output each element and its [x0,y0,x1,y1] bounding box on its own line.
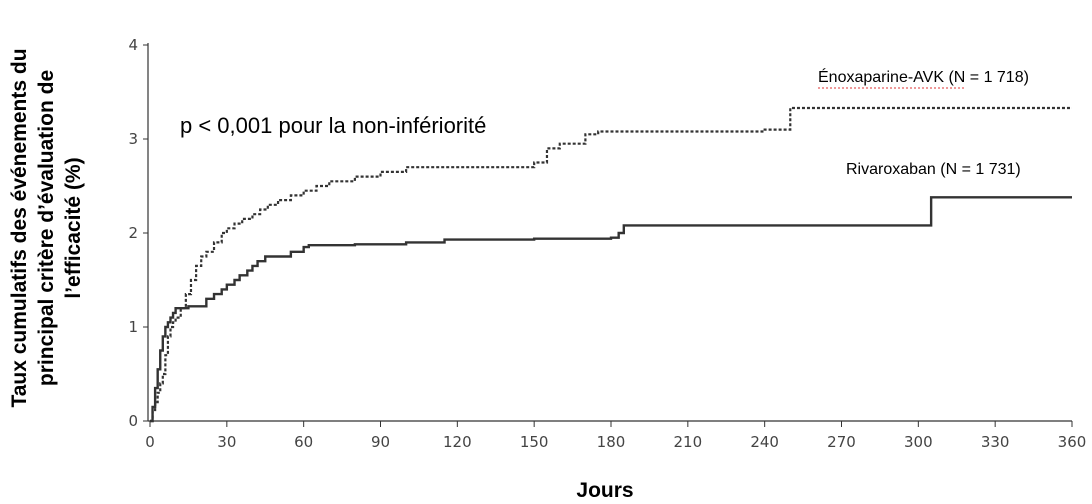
legend-rivaroxaban: Rivaroxaban (N = 1 731) [846,161,1021,178]
p-value-annotation: p < 0,001 pour la non-infériorité [180,113,486,138]
y-tick-label: 2 [128,224,138,242]
x-axis-label: Jours [576,479,633,502]
x-tick-label: 180 [597,433,626,451]
y-tick-label: 1 [128,318,138,336]
x-tick-label: 0 [145,433,155,451]
x-tick-label: 150 [520,433,549,451]
y-tick-label: 0 [128,412,138,430]
series-lines [150,106,1072,423]
x-tick-label: 210 [674,433,703,451]
x-tick-label: 90 [371,433,390,451]
x-ticks: 0 30 60 90 120 150 180 210 240 270 300 330 360 [145,421,1086,451]
series-rivaroxaban-line [150,196,1072,423]
x-tick-label: 30 [217,433,236,451]
x-tick-label: 360 [1058,433,1087,451]
y-ticks: 0 1 2 3 4 [128,36,148,430]
series-enoxaparine-line [150,106,1072,423]
y-axis-label-line-3: l’efficacité (%) [62,157,85,298]
y-tick-label: 4 [128,36,138,54]
y-axis-label-line-1: Taux cumulatifs des événements du [8,48,31,407]
x-tick-label: 240 [750,433,779,451]
legend-enoxaparine: Énoxaparine-AVK (N = 1 718) [818,67,1029,86]
y-axis-label-line-2: principal critère d’évaluation de [35,70,58,386]
x-tick-label: 120 [443,433,472,451]
x-tick-label: 330 [981,433,1010,451]
x-tick-label: 300 [904,433,933,451]
x-tick-label: 60 [294,433,313,451]
x-tick-label: 270 [827,433,856,451]
y-tick-label: 3 [128,130,138,148]
